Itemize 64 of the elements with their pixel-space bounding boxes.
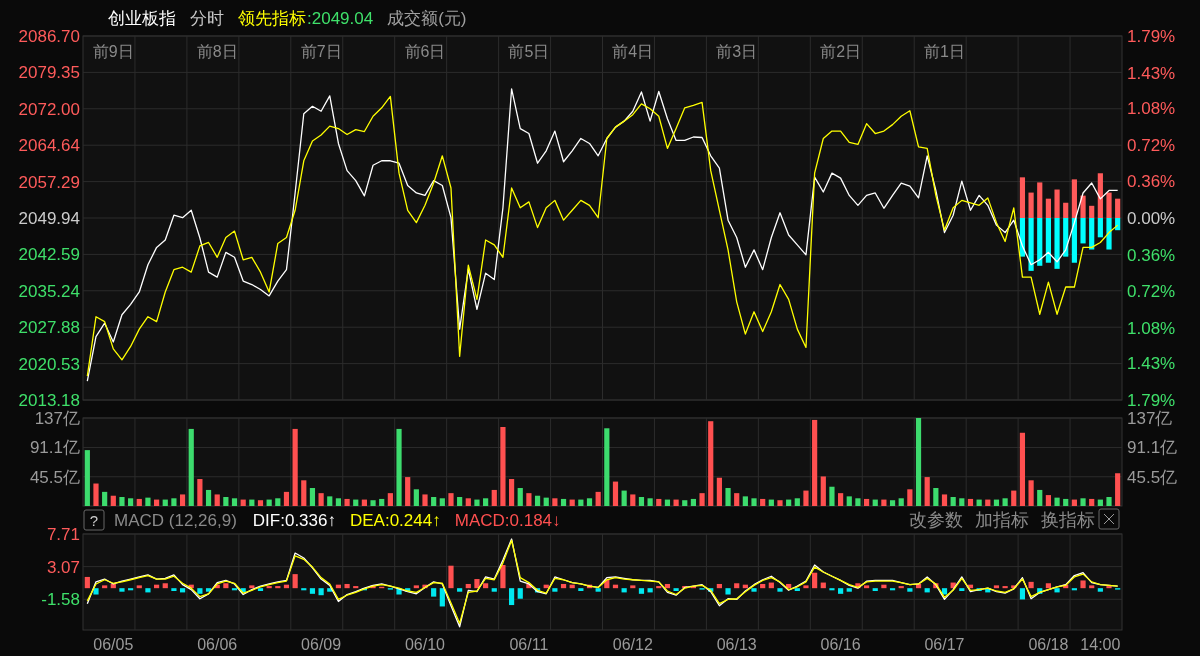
x-tick-label: 前3日 bbox=[716, 43, 758, 60]
text: MACD (12,26,9) bbox=[114, 511, 237, 530]
x-tick-label: 06/12 bbox=[612, 636, 653, 653]
y-tick-label: 91.1亿 bbox=[29, 438, 80, 458]
text: :2049.04 bbox=[307, 9, 374, 28]
x-tick-label: 14:00 bbox=[1080, 636, 1121, 653]
text: DEA:0.244↑ bbox=[349, 511, 441, 530]
text: 领先指标 bbox=[238, 9, 306, 28]
x-tick-label: 06/17 bbox=[924, 636, 965, 653]
x-tick-label: 06/10 bbox=[404, 636, 446, 653]
x-tick-label: 06/13 bbox=[716, 636, 757, 653]
y-tick-label: 2057.29 bbox=[18, 172, 80, 192]
y2-tick-label: 91.1亿 bbox=[1127, 438, 1178, 458]
y2-tick-label: 0.36% bbox=[1127, 245, 1176, 265]
y2-tick-label: 1.08% bbox=[1127, 99, 1176, 119]
x-tick-label: 前7日 bbox=[300, 43, 342, 60]
y2-tick-label: 137亿 bbox=[1127, 409, 1173, 428]
text: 创业板指 bbox=[108, 9, 176, 28]
y-tick-label: 2027.88 bbox=[18, 318, 80, 338]
y-tick-label: 2079.35 bbox=[18, 63, 80, 83]
x-tick-label: 06/16 bbox=[820, 636, 861, 653]
y-tick-label: 2072.00 bbox=[18, 99, 80, 119]
x-tick-label: 前2日 bbox=[820, 43, 862, 60]
text: ? bbox=[89, 512, 99, 529]
y2-tick-label: 45.5亿 bbox=[1127, 467, 1178, 487]
text: 加指标 bbox=[975, 510, 1029, 530]
y-tick-label: 3.07 bbox=[46, 557, 80, 577]
y-tick-label: 2020.53 bbox=[18, 354, 80, 374]
y-tick-label: 2035.24 bbox=[18, 281, 80, 301]
y2-tick-label: 0.36% bbox=[1127, 172, 1176, 192]
x-tick-label: 前1日 bbox=[924, 43, 965, 60]
x-tick-label: 06/11 bbox=[509, 636, 549, 653]
y2-tick-label: 0.72% bbox=[1127, 135, 1176, 155]
y-tick-label: 2013.18 bbox=[18, 391, 80, 410]
x-tick-label: 06/09 bbox=[301, 636, 342, 653]
y-tick-label: 2086.70 bbox=[18, 27, 80, 46]
x-tick-label: 前6日 bbox=[404, 43, 446, 60]
y-tick-label: 7.71 bbox=[46, 525, 80, 544]
x-tick-label: 前9日 bbox=[92, 43, 134, 60]
text: 分时 bbox=[190, 9, 224, 28]
y2-tick-label: 1.43% bbox=[1127, 63, 1176, 83]
x-tick-label: 06/18 bbox=[1028, 636, 1069, 653]
y-tick-label: 45.5亿 bbox=[29, 467, 80, 487]
y2-tick-label: 1.79% bbox=[1127, 391, 1176, 410]
text: 改参数 bbox=[909, 510, 963, 530]
y-tick-label: 2064.64 bbox=[18, 136, 80, 156]
y2-tick-label: 1.79% bbox=[1127, 27, 1176, 46]
y2-tick-label: 1.43% bbox=[1127, 354, 1176, 374]
x-tick-label: 前8日 bbox=[196, 43, 238, 60]
y-tick-label: 2049.94 bbox=[18, 209, 80, 228]
series-label: DIF:0.336↑ bbox=[252, 511, 336, 530]
y-tick-label: 2042.59 bbox=[18, 245, 80, 265]
y2-tick-label: 0.72% bbox=[1127, 282, 1176, 302]
x-tick-label: 前5日 bbox=[508, 43, 550, 60]
y2-tick-label: 0.00% bbox=[1127, 209, 1176, 228]
x-tick-label: 前4日 bbox=[612, 43, 654, 60]
y-tick-label: -1.58 bbox=[41, 590, 80, 610]
x-tick-label: 06/06 bbox=[197, 636, 238, 653]
y2-tick-label: 1.08% bbox=[1127, 318, 1176, 338]
text: MACD:0.184↓ bbox=[454, 511, 561, 530]
text: 成交额(元) bbox=[387, 9, 467, 28]
x-tick-label: 06/05 bbox=[93, 636, 134, 653]
text: 换指标 bbox=[1041, 510, 1095, 530]
y-tick-label: 137亿 bbox=[34, 409, 80, 428]
